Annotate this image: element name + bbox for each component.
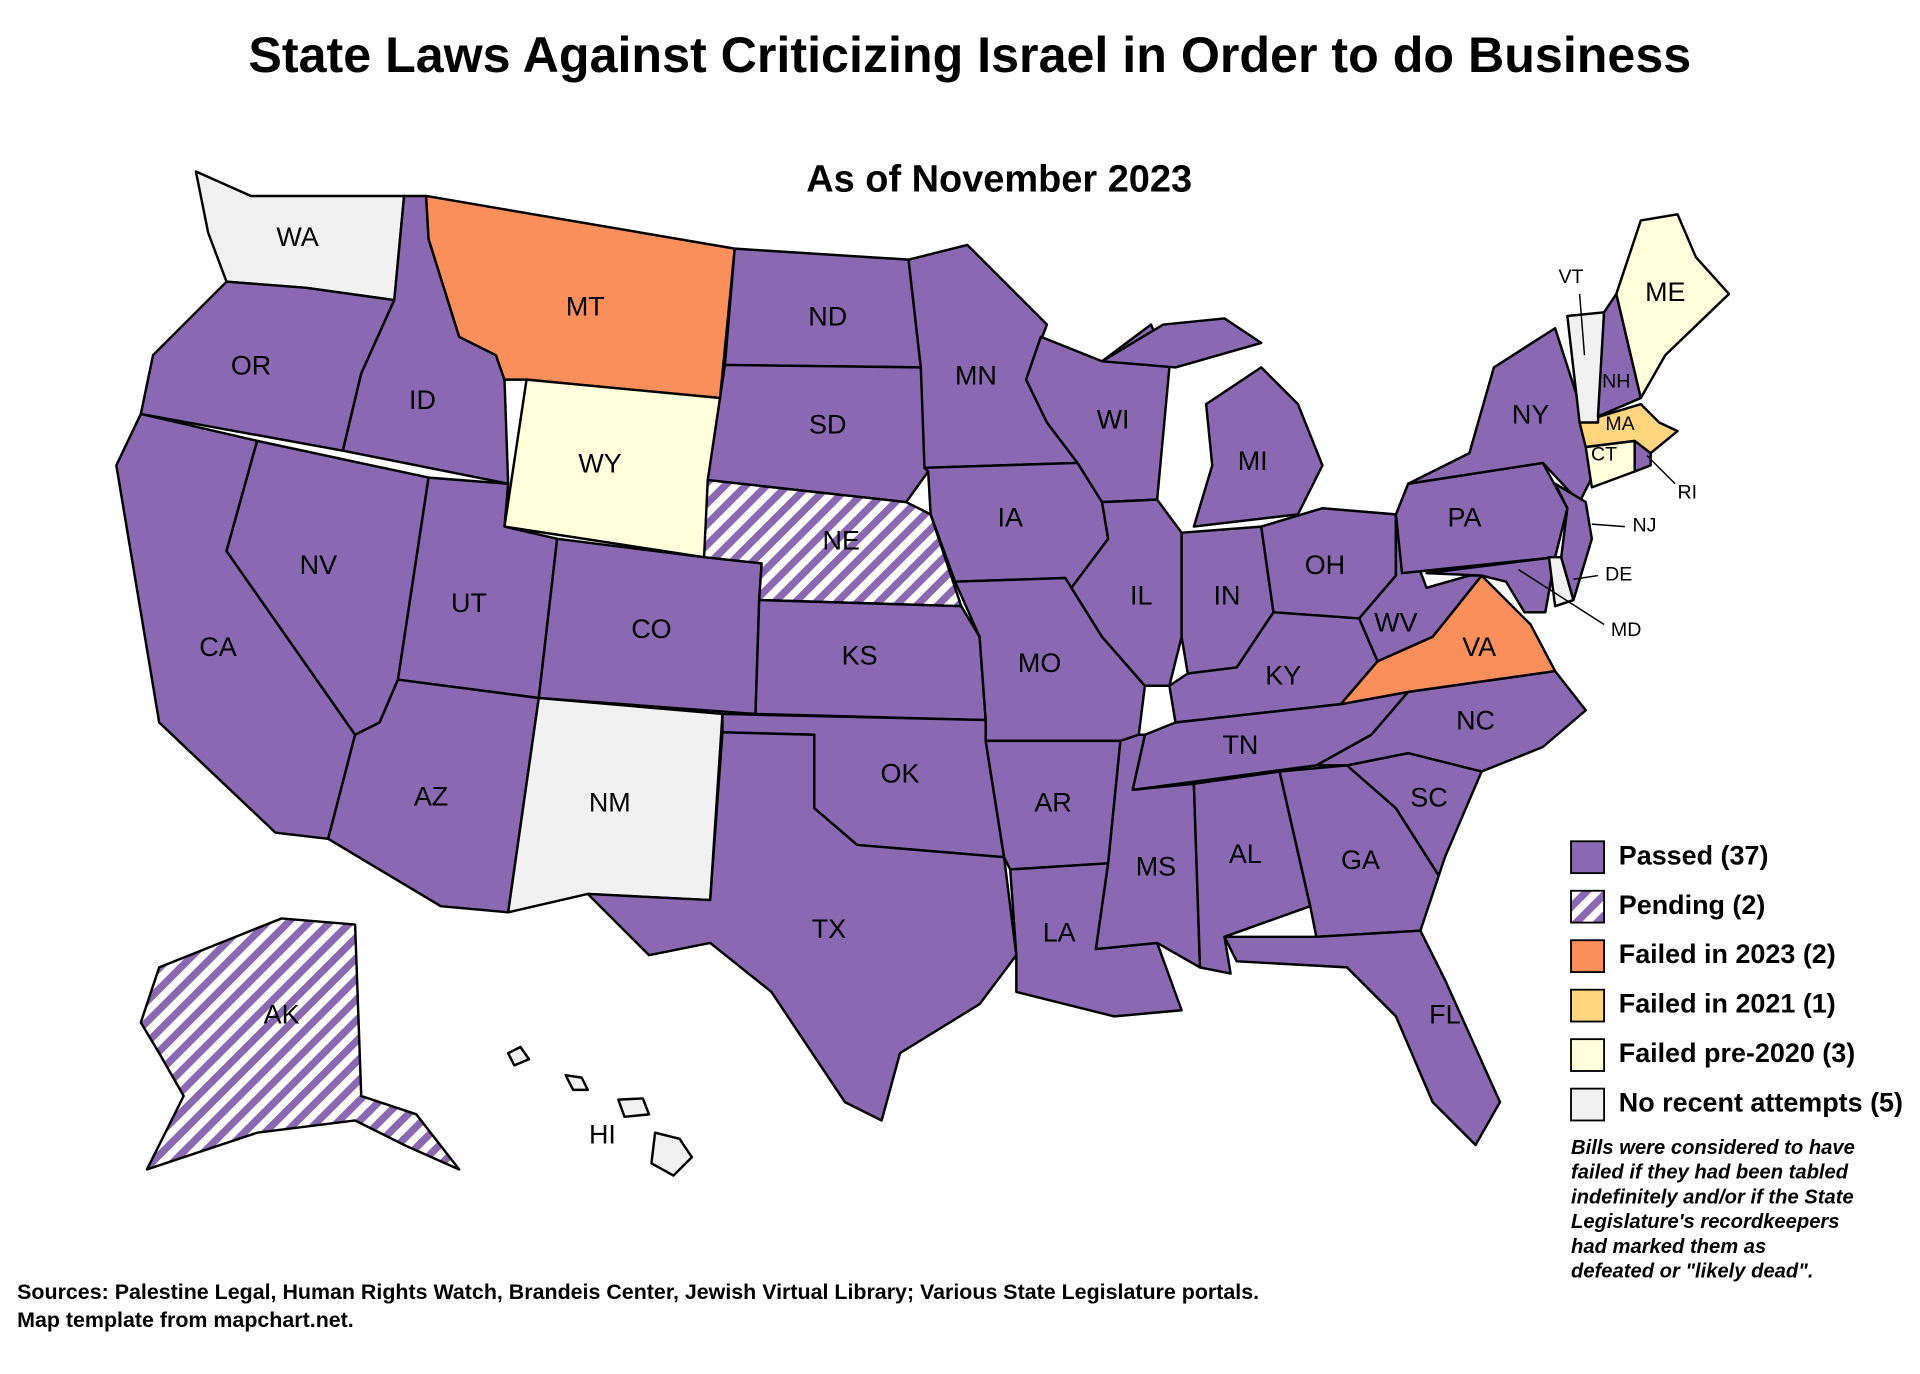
- state-label: NY: [1512, 399, 1549, 429]
- state-label: TX: [812, 914, 846, 944]
- state-label: MN: [955, 360, 997, 390]
- state-label: MA: [1605, 413, 1635, 435]
- state-label: WV: [1374, 608, 1417, 638]
- state-label: CT: [1591, 444, 1617, 466]
- state-label: AL: [1229, 839, 1262, 869]
- state-label: IA: [997, 502, 1022, 532]
- state-shape: [586, 731, 1018, 1122]
- state-label: MD: [1611, 619, 1641, 641]
- state-label: VT: [1559, 266, 1584, 288]
- subtitle: As of November 2023: [806, 158, 1192, 200]
- state-label: OH: [1305, 550, 1345, 580]
- state-label: NV: [300, 550, 337, 580]
- state-label: WI: [1097, 404, 1130, 434]
- state-shape: [139, 917, 461, 1171]
- state-label: SD: [809, 409, 846, 439]
- legend-label: Failed in 2021 (1): [1619, 989, 1836, 1019]
- state-label: LA: [1043, 917, 1076, 947]
- state-shape: [1192, 366, 1324, 528]
- state-label: ME: [1645, 277, 1685, 307]
- state-label: VA: [1462, 632, 1496, 662]
- state-label: UT: [451, 588, 487, 618]
- notes: Bills were considered to have failed if t…: [17, 1137, 1855, 1332]
- note-line: Bills were considered to have: [1571, 1137, 1855, 1159]
- legend-label: Pending (2): [1619, 890, 1766, 920]
- leader-line: [1517, 568, 1605, 626]
- leader-line: [1591, 523, 1625, 528]
- state-label: IN: [1213, 581, 1240, 611]
- state-shape: [650, 1131, 694, 1177]
- legend-swatch: [1570, 1087, 1605, 1122]
- state-label: CA: [199, 632, 236, 662]
- note-line: Legislature's recordkeepers: [1571, 1211, 1840, 1233]
- legend-label: No recent attempts (5): [1619, 1088, 1903, 1118]
- note-line: failed if they had been tabled: [1571, 1162, 1849, 1184]
- state-label: PA: [1448, 502, 1482, 532]
- state-label: AR: [1034, 788, 1071, 818]
- legend-swatch: [1570, 988, 1605, 1023]
- state-label: NJ: [1633, 515, 1657, 537]
- state-label: HI: [589, 1119, 616, 1149]
- state-label: GA: [1341, 845, 1380, 875]
- note-line: indefinitely and/or if the State: [1571, 1186, 1854, 1208]
- states: WA OR CA ID NV MT WY UT AZ CO NM ND SD NE KS OK TX MN IA MO…: [115, 170, 1731, 1177]
- state-label: AZ: [414, 782, 448, 812]
- legend-label: Passed (37): [1619, 840, 1769, 870]
- state-shape: [617, 1097, 651, 1119]
- leader-line: [1646, 455, 1676, 485]
- state-label: ID: [409, 385, 436, 415]
- state-label: WY: [578, 448, 621, 478]
- state-label: DE: [1605, 564, 1632, 586]
- state-label: NC: [1456, 706, 1495, 736]
- note-line: had marked them as: [1571, 1236, 1766, 1258]
- legend-swatch: [1570, 939, 1605, 973]
- state-shape: [1100, 317, 1263, 369]
- state-shape: [1553, 482, 1594, 602]
- state-label: OK: [881, 758, 920, 788]
- state-shape: [1566, 311, 1606, 424]
- state-label: KY: [1265, 660, 1301, 690]
- state-label: KS: [842, 641, 878, 671]
- state-label: OR: [231, 351, 271, 381]
- state-shape: [1357, 513, 1483, 663]
- state-label: MO: [1018, 648, 1061, 678]
- leader-line: [1573, 574, 1599, 580]
- title: State Laws Against Criticizing Israel in…: [248, 27, 1691, 83]
- state-label: CO: [631, 614, 671, 644]
- state-shape: [1315, 669, 1587, 773]
- state-shape: [1223, 929, 1502, 1147]
- state-label: TN: [1222, 730, 1258, 760]
- legend-swatch: [1570, 1038, 1605, 1072]
- source-line: Sources: Palestine Legal, Human Rights W…: [17, 1280, 1259, 1304]
- state-label: RI: [1678, 482, 1698, 504]
- state-label: FL: [1429, 999, 1460, 1029]
- state-label: MI: [1238, 446, 1268, 476]
- legend-label: Failed pre-2020 (3): [1619, 1038, 1855, 1068]
- state-label: SC: [1410, 783, 1447, 813]
- legend-swatch: [1570, 840, 1605, 875]
- state-shape: [1070, 498, 1183, 687]
- legend-swatch: [1570, 889, 1605, 924]
- legend: Passed (37) Pending (2) Failed in 2023 (2)…: [1570, 840, 1903, 1122]
- state-label: MT: [566, 292, 605, 322]
- state-shape: [1578, 402, 1679, 455]
- state-label: IL: [1130, 581, 1152, 611]
- state-label: WA: [276, 222, 318, 252]
- state-label: MS: [1136, 851, 1176, 881]
- state-shape: [1615, 213, 1731, 400]
- state-label: AK: [264, 999, 300, 1029]
- state-label: NH: [1602, 370, 1630, 392]
- state-label: NM: [589, 788, 631, 818]
- state-shape: [506, 1045, 531, 1067]
- note-line: defeated or "likely dead".: [1571, 1261, 1813, 1283]
- state-shape: [564, 1073, 589, 1092]
- source-line: Map template from mapchart.net.: [17, 1308, 354, 1332]
- state-label: NE: [823, 526, 860, 556]
- state-label: ND: [808, 302, 847, 332]
- legend-label: Failed in 2023 (2): [1619, 939, 1836, 969]
- leader-line: [1578, 293, 1586, 356]
